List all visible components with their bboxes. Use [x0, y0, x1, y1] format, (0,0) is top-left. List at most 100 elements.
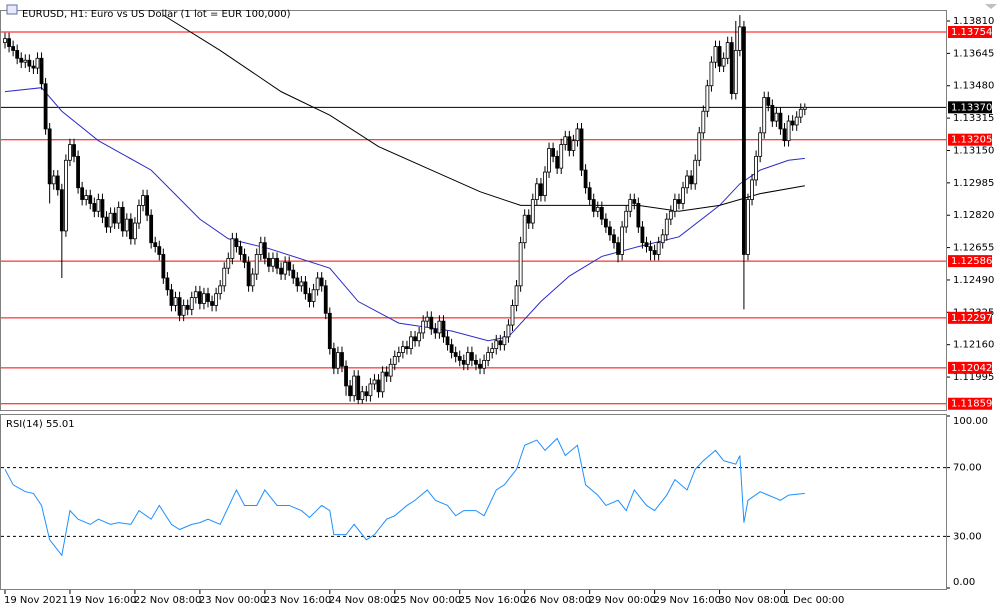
candle-body — [214, 293, 219, 306]
y-tick-label: 70.00 — [953, 463, 982, 474]
candle-body — [469, 352, 474, 361]
candle-body — [778, 112, 783, 130]
candle-body — [153, 242, 158, 248]
candle-body — [547, 148, 551, 173]
candle-body — [222, 267, 227, 287]
candle-body — [238, 246, 243, 255]
candle-body — [137, 205, 141, 224]
candle-body — [636, 203, 641, 228]
x-tick-label: 25 Nov 16:00 — [459, 595, 526, 606]
candle-body — [100, 199, 105, 218]
candle-body — [189, 297, 194, 310]
candle-body — [725, 42, 730, 59]
candle-body — [23, 59, 28, 63]
price-plot — [1, 14, 946, 405]
candle-body — [161, 254, 166, 279]
x-tick-label: 1 Dec 00:00 — [784, 595, 845, 606]
level-label: 1.12042 — [951, 363, 992, 374]
candle-body — [486, 352, 491, 361]
candle-body — [299, 281, 304, 287]
candle-body — [279, 267, 283, 275]
x-tick-label: 23 Nov 00:00 — [199, 595, 266, 606]
candle-body — [35, 57, 40, 69]
candle-body — [141, 195, 145, 206]
candle-body — [697, 132, 702, 161]
candle-body — [185, 305, 190, 310]
level-label-box — [948, 25, 992, 38]
candle-body — [498, 340, 503, 346]
candle-body — [206, 293, 210, 302]
candle-body — [59, 189, 64, 232]
candle-body — [474, 359, 478, 365]
candle-body — [181, 305, 186, 316]
candle-body — [145, 195, 150, 216]
candle-body — [149, 214, 154, 244]
candle-body — [770, 104, 775, 122]
scroll-marker — [985, 4, 997, 9]
candle-body — [754, 155, 758, 181]
candle-body — [758, 132, 763, 157]
rsi-line — [4, 437, 805, 557]
chart-title: EURUSD, H1: Euro vs US Dollar (1 lot = E… — [22, 9, 291, 20]
level-label: 1.13205 — [951, 135, 992, 146]
rsi-plot — [1, 437, 946, 557]
candle-body — [128, 218, 133, 240]
candle-body — [798, 108, 803, 118]
candle-body — [664, 218, 669, 236]
candle-body — [701, 110, 706, 134]
candle-body — [441, 320, 446, 338]
candle-body — [327, 312, 332, 350]
candle-body — [579, 128, 584, 171]
candle-body — [539, 183, 543, 197]
candle-body — [271, 257, 275, 267]
y-tick-label: 1.13645 — [953, 48, 994, 59]
candle-body — [352, 375, 357, 397]
candle-body — [336, 352, 340, 369]
candle-body — [526, 214, 531, 224]
candle-body — [478, 363, 482, 369]
y-tick-label: 1.13315 — [953, 113, 994, 124]
candle-body — [234, 238, 239, 248]
y-tick-label: 1.13810 — [953, 16, 994, 27]
candle-body — [608, 226, 612, 236]
y-tick-label: 1.12985 — [953, 178, 994, 189]
candle-body — [364, 391, 369, 397]
candle-body — [68, 144, 72, 161]
candle-body — [713, 46, 718, 63]
rsi-title: RSI(14) 55.01 — [6, 419, 75, 430]
candle-body — [165, 277, 170, 291]
candle-body — [685, 175, 689, 189]
candle-body — [76, 155, 80, 189]
axes: 1.13810 1.13645 1.13480 1.13315 1.13150 1.129… — [4, 16, 994, 606]
candle-body — [396, 352, 401, 357]
candle-body — [575, 128, 580, 142]
level-label: 1.13754 — [951, 27, 992, 38]
x-tick-label: 25 Nov 00:00 — [394, 595, 461, 606]
x-tick-label: 29 Nov 00:00 — [589, 595, 656, 606]
candle-body — [392, 356, 397, 365]
candle-body — [612, 234, 616, 244]
candle-body — [490, 348, 495, 353]
level-label-box — [948, 255, 992, 268]
candle-body — [31, 65, 36, 69]
level-label: 1.12586 — [951, 256, 992, 267]
candle-body — [802, 106, 807, 110]
candle-body — [433, 328, 438, 334]
candle-body — [429, 316, 434, 330]
candle-body — [323, 285, 328, 314]
candle-body — [660, 234, 665, 244]
candle-body — [453, 352, 458, 357]
candle-body — [84, 195, 89, 200]
candle-body — [388, 363, 393, 377]
candle-body — [287, 261, 292, 271]
candle-body — [648, 246, 653, 251]
candle-body — [311, 289, 316, 302]
candle-body — [681, 187, 685, 204]
level-label: 1.11859 — [951, 399, 992, 410]
candle-body — [116, 206, 121, 224]
candle-body — [303, 281, 308, 295]
rsi-panel — [0, 414, 947, 590]
candle-body — [80, 187, 85, 200]
candle-body — [677, 199, 681, 204]
